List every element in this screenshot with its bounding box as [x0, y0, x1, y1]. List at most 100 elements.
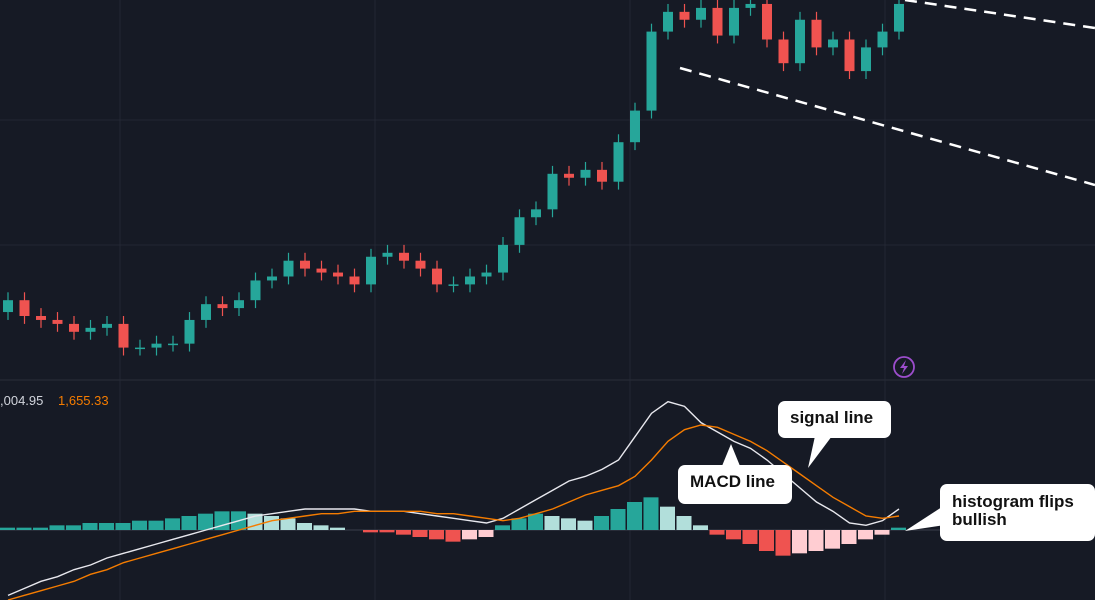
candle-body: [778, 39, 789, 64]
candle-body: [580, 169, 591, 178]
histogram-bar: [462, 530, 477, 540]
histogram-bar: [627, 502, 642, 530]
candle-body: [696, 7, 706, 20]
histogram-bar: [115, 523, 131, 530]
candle-body: [663, 11, 673, 32]
candle-body: [234, 300, 244, 309]
candle-body: [877, 31, 888, 48]
annotation: signal line: [778, 401, 891, 438]
histogram-bar: [759, 530, 774, 551]
candle-body: [316, 268, 327, 273]
candle-body: [646, 31, 657, 111]
candle-body: [844, 39, 855, 72]
histogram-bar: [544, 516, 560, 530]
histogram-bar: [181, 516, 197, 530]
candle-body: [333, 272, 343, 277]
macd-line: [7, 400, 900, 596]
histogram-bar: [148, 520, 164, 530]
candle-body: [151, 343, 162, 348]
histogram-bar: [528, 513, 543, 530]
histogram-bar: [891, 527, 906, 530]
histogram-bar: [561, 518, 576, 530]
histogram-bar: [363, 530, 378, 533]
histogram-bar: [49, 525, 65, 530]
histogram-bar: [330, 527, 345, 530]
candle-body: [613, 142, 624, 182]
candle-body: [465, 276, 475, 285]
trendline: [904, 0, 1095, 30]
candle-body: [762, 3, 772, 40]
candle-body: [85, 327, 96, 332]
histogram-bar: [264, 516, 279, 530]
histogram-bar: [379, 530, 395, 533]
histogram-bar: [594, 516, 609, 530]
signal-value: 1,655.33: [58, 393, 109, 408]
histogram-bar: [825, 530, 840, 549]
histogram-bar: [396, 530, 411, 535]
histogram-bar: [214, 511, 230, 530]
histogram-bar: [198, 513, 213, 530]
candle-body: [531, 209, 541, 218]
candle-body: [217, 304, 228, 309]
histogram-bar: [132, 520, 147, 530]
candle-body: [184, 319, 195, 344]
candle-body: [366, 256, 376, 285]
histogram-bar: [792, 530, 807, 554]
candle-body: [135, 347, 145, 350]
histogram-bar: [858, 530, 873, 540]
candle-body: [481, 272, 492, 277]
histogram-bar: [643, 497, 659, 530]
candle-body: [415, 260, 426, 269]
candle-body: [547, 173, 558, 210]
annotation: histogram flips bullish: [940, 484, 1095, 541]
candle-body: [630, 110, 640, 143]
candle-body: [267, 276, 277, 281]
candle-body: [795, 19, 805, 64]
candle-body: [283, 260, 294, 277]
candle-body: [432, 268, 442, 285]
histogram-bar: [841, 530, 857, 544]
lightning-icon: [893, 356, 915, 378]
histogram-bar: [511, 518, 527, 530]
histogram-bar: [775, 530, 791, 556]
candle-body: [201, 304, 211, 320]
histogram-bar: [0, 527, 15, 530]
histogram-bar: [412, 530, 428, 537]
histogram-bar: [693, 525, 708, 530]
candle-body: [250, 280, 261, 301]
histogram-bar: [445, 530, 461, 542]
candle-body: [498, 244, 508, 273]
histogram-bar: [313, 525, 329, 530]
candle-body: [3, 300, 13, 313]
candle-body: [712, 7, 723, 36]
histogram-bar: [478, 530, 494, 537]
candle-body: [349, 276, 360, 285]
histogram-bar: [66, 525, 81, 530]
candle-body: [828, 39, 838, 48]
histogram-bar: [280, 518, 296, 530]
candle-body: [300, 260, 310, 269]
candle-body: [811, 19, 822, 48]
candle-body: [36, 316, 46, 320]
candle-body: [861, 47, 871, 72]
histogram-bar: [99, 523, 114, 530]
histogram-bar: [808, 530, 824, 551]
candle-body: [597, 169, 607, 182]
candle-body: [399, 252, 409, 261]
histogram-bar: [676, 516, 692, 530]
candle-body: [448, 284, 459, 286]
candle-body: [729, 7, 739, 36]
histogram-bar: [660, 506, 675, 530]
histogram-bar: [610, 509, 626, 530]
candle-body: [382, 252, 393, 257]
macd-value: ,004.95: [0, 393, 44, 408]
candle-body: [69, 323, 79, 332]
histogram-bar: [726, 530, 741, 540]
callout-pointers: [722, 436, 945, 531]
candle-body: [564, 173, 574, 178]
histogram-bar: [742, 530, 758, 544]
histogram-bar: [82, 523, 98, 530]
candle-body: [514, 217, 525, 245]
